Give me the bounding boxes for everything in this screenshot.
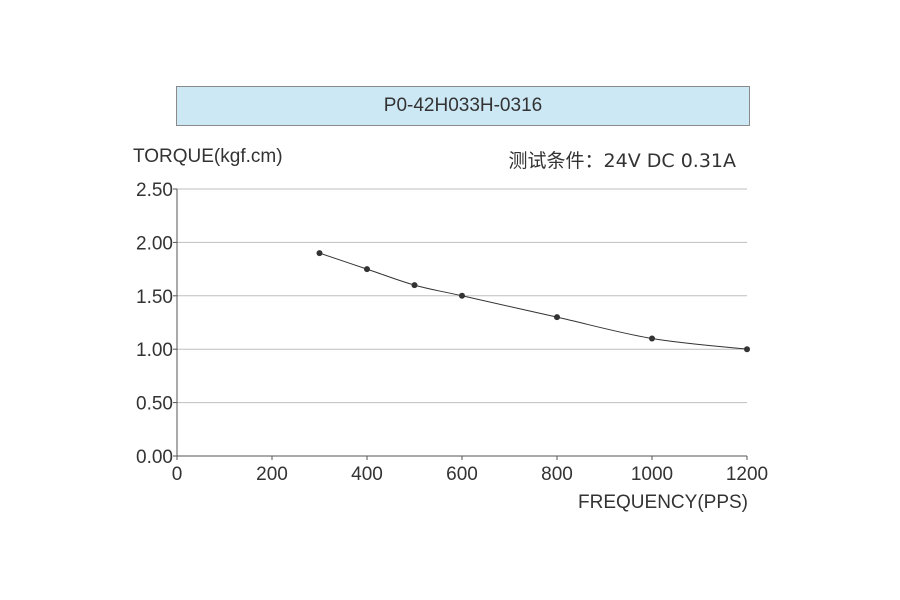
test-condition-label: 测试条件：24V DC 0.31A — [508, 150, 736, 172]
data-point — [554, 314, 560, 321]
x-tick-label: 1000 — [631, 464, 673, 485]
y-tick-label: 1.00 — [136, 340, 173, 361]
data-point — [649, 335, 655, 342]
y-tick-label: 1.50 — [136, 287, 173, 308]
data-point — [744, 346, 750, 353]
series — [316, 250, 750, 353]
data-point — [364, 266, 370, 273]
y-axis-label: TORQUE(kgf.cm) — [133, 146, 283, 167]
x-tick-label: 400 — [351, 464, 383, 485]
y-tick-label: 2.50 — [136, 180, 173, 201]
y-tick-labels: 0.00 0.50 1.00 1.50 2.00 2.50 — [136, 180, 173, 468]
axes — [173, 188, 748, 460]
data-point — [459, 292, 465, 299]
y-tick-label: 2.00 — [136, 233, 173, 254]
y-tick-label: 0.50 — [136, 394, 173, 415]
data-point — [411, 282, 418, 289]
x-tick-label: 0 — [172, 464, 183, 485]
x-tick-label: 200 — [256, 464, 288, 485]
x-tick-label: 800 — [541, 464, 573, 485]
chart-title: P0-42H033H-0316 — [176, 86, 750, 126]
series-line — [319, 252, 748, 350]
data-point — [316, 250, 323, 257]
x-tick-label: 1200 — [726, 464, 768, 485]
x-tick-label: 600 — [446, 464, 478, 485]
y-tick-label: 0.00 — [136, 447, 173, 468]
x-axis-label: FREQUENCY(PPS) — [578, 492, 748, 513]
x-tick-labels: 0 200 400 600 800 1000 1200 — [172, 464, 768, 485]
